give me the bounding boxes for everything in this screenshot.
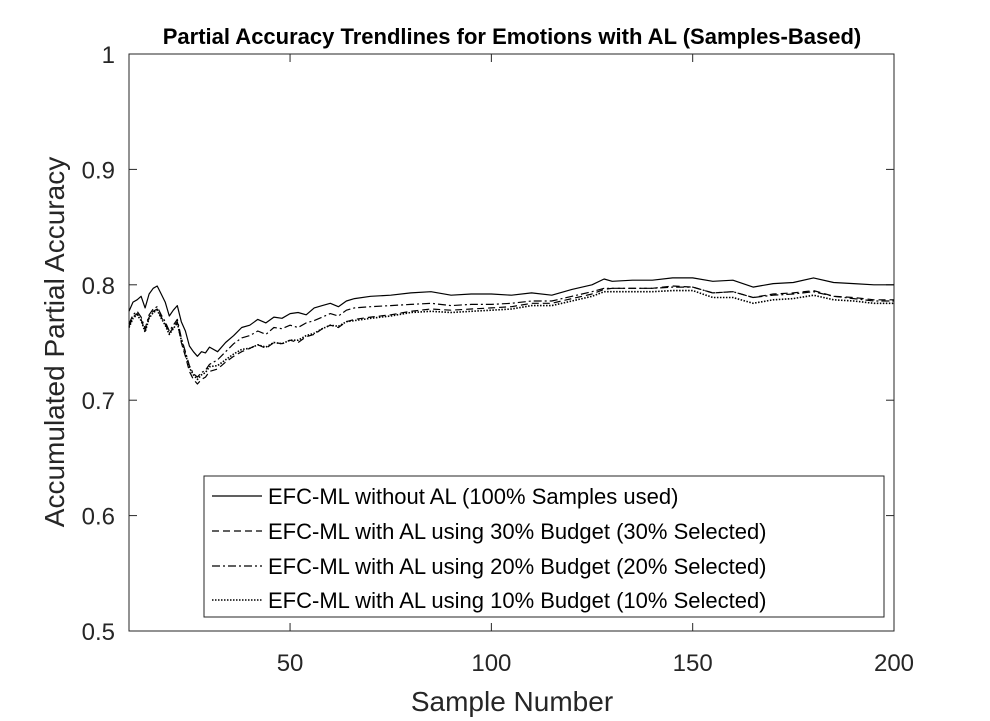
legend-label: EFC-ML with AL using 10% Budget (10% Sel… [268, 588, 767, 613]
x-axis-label: Sample Number [411, 686, 613, 717]
y-axis-label: Accumulated Partial Accuracy [39, 157, 70, 527]
legend-label: EFC-ML with AL using 30% Budget (30% Sel… [268, 519, 767, 544]
x-tick-label: 150 [673, 650, 713, 677]
x-tick-label: 100 [471, 650, 511, 677]
axis-ticks: 50 100 150 200 0.5 0.6 0.7 0.8 0.9 1 [82, 42, 914, 677]
y-tick-label: 0.5 [82, 619, 115, 646]
x-tick-label: 200 [874, 650, 914, 677]
legend-entry: EFC-ML without AL (100% Samples used) [212, 484, 678, 509]
series-line-dash-dot [128, 286, 894, 378]
legend-box [203, 475, 885, 618]
y-tick-label: 0.9 [82, 157, 115, 184]
x-tick-label: 50 [277, 650, 304, 677]
legend-entry: EFC-ML with AL using 30% Budget (30% Sel… [212, 519, 767, 544]
y-tick-label: 0.7 [82, 388, 115, 415]
series-line-solid [128, 277, 894, 357]
chart-title: Partial Accuracy Trendlines for Emotions… [163, 24, 861, 49]
legend-label: EFC-ML without AL (100% Samples used) [268, 484, 678, 509]
plot-area-frame [128, 53, 895, 632]
y-tick-label: 1 [102, 42, 115, 69]
y-tick-label: 0.6 [82, 504, 115, 531]
legend-entry: EFC-ML with AL using 10% Budget (10% Sel… [212, 588, 767, 613]
series-lines [128, 277, 894, 385]
legend: EFC-ML without AL (100% Samples used) EF… [203, 475, 885, 618]
y-tick-label: 0.8 [82, 273, 115, 300]
series-line-dotted [128, 289, 894, 381]
legend-label: EFC-ML with AL using 20% Budget (20% Sel… [268, 554, 767, 579]
legend-entry: EFC-ML with AL using 20% Budget (20% Sel… [212, 554, 767, 579]
